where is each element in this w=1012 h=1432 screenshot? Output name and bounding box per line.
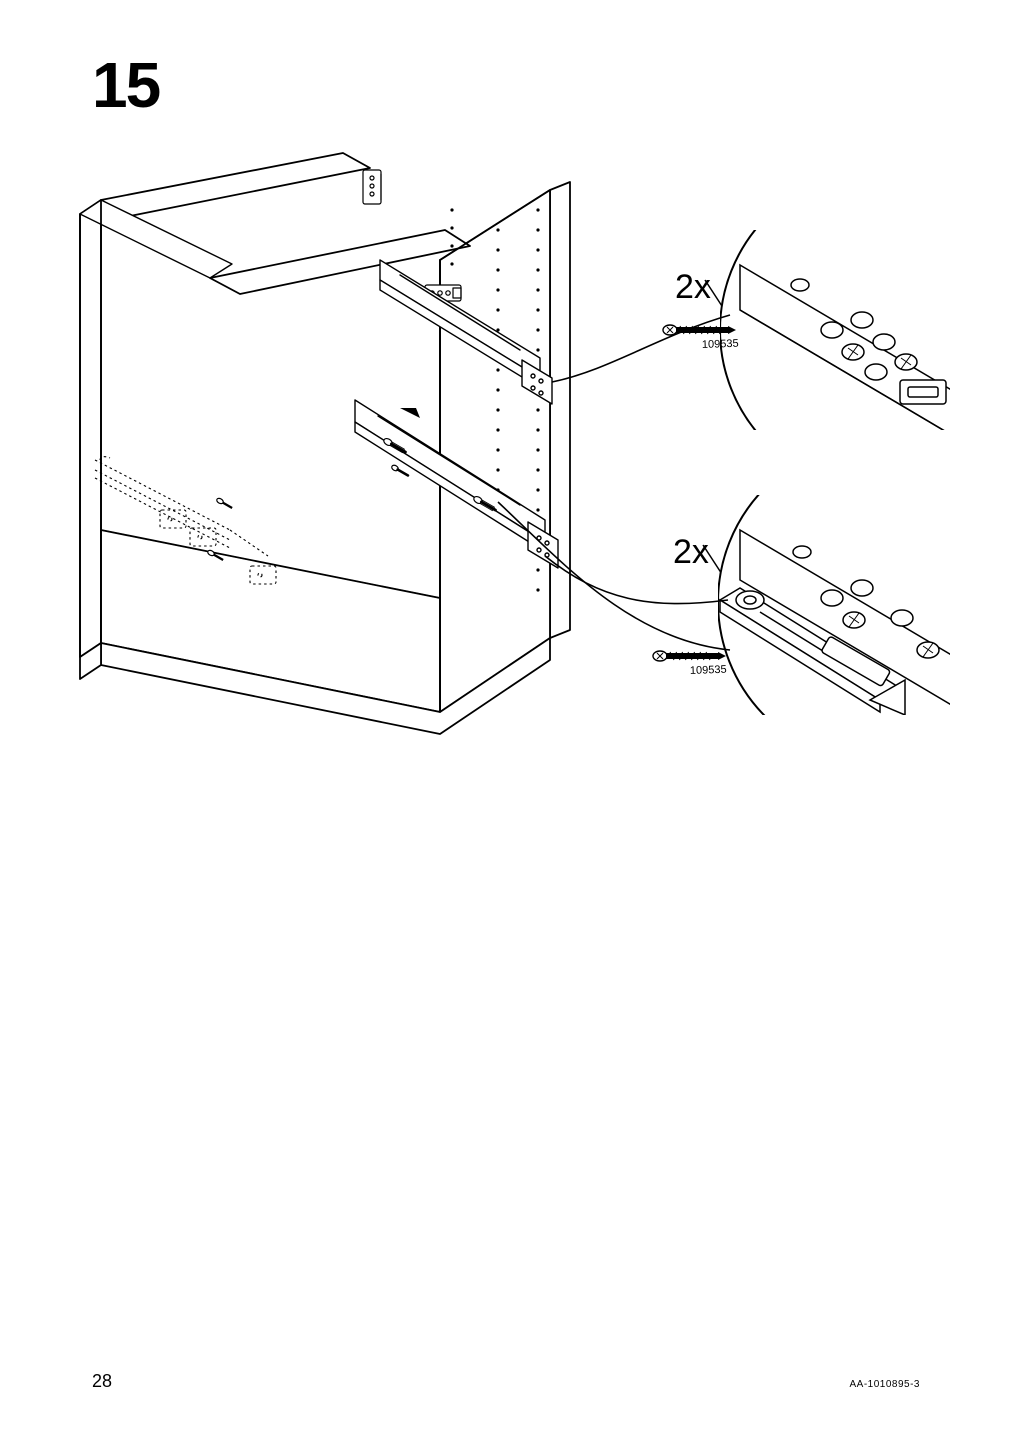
screw-icons-left	[207, 497, 233, 562]
screw-icon-lower	[653, 651, 726, 661]
callout-upper-qty: 2x	[675, 268, 711, 306]
page-container: 15 28 AA-1010895-3	[0, 0, 1012, 1432]
callout-lower-qty: 2x	[673, 533, 709, 571]
callout-upper-partno: 109535	[702, 338, 739, 351]
callout-lower	[498, 440, 1012, 764]
cabinet-box	[80, 153, 570, 734]
assembly-illustration: 2x 109535	[0, 0, 1012, 1432]
callout-lower-partno: 109535	[690, 664, 727, 677]
callout-upper	[552, 170, 1012, 490]
